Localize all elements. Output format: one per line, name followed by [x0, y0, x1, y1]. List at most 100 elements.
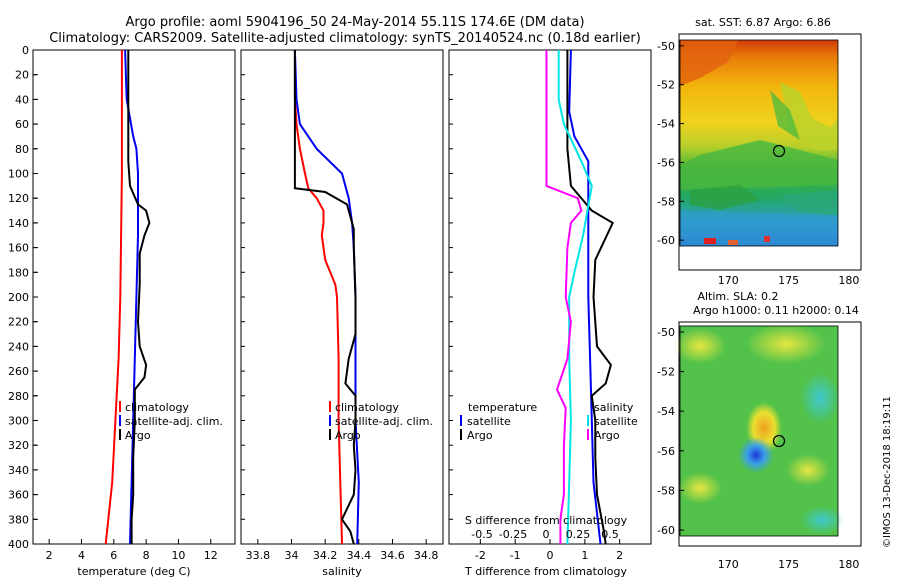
- series-climatology: [104, 50, 123, 545]
- series-s-satellite: [557, 50, 593, 545]
- sla-map-title-line2: Argo h1000: 0.11 h2000: 0.14: [693, 304, 859, 317]
- s-difference-label: S difference from climatology: [465, 514, 628, 527]
- sst-map: sat. SST: 6.87 Argo: 6.86 170 175 180 -50 -5…: [657, 16, 862, 287]
- salinity-plot-frame: [240, 49, 444, 545]
- credit-stamp: ©IMOS 13-Dec-2018 18:19:11: [882, 396, 893, 548]
- depth-tick-label: 40: [15, 93, 29, 106]
- map-lat-tick-label: -56: [657, 156, 675, 169]
- map-lat-tick-label: -50: [657, 326, 675, 339]
- map-lat-tick-label: -52: [657, 366, 675, 379]
- x-tick-label: 12: [204, 549, 218, 562]
- map-lat-tick-label: -52: [657, 79, 675, 92]
- legend-t-satellite-label: satellite: [467, 415, 511, 428]
- t-difference-xlabel: T difference from climatology: [464, 565, 627, 578]
- depth-tick-label: 220: [8, 316, 29, 329]
- sla-field: [674, 324, 844, 537]
- sla-map-title-line1: Altim. SLA: 0.2: [697, 290, 778, 303]
- x-tick-label: 34.4: [347, 549, 372, 562]
- figure-title-line1: Argo profile: aoml 5904196_50 24-May-201…: [125, 15, 584, 30]
- x-tick-label: 0: [547, 549, 554, 562]
- depth-tick-label: 400: [8, 538, 29, 551]
- series-argo: [127, 50, 151, 544]
- temperature-panel: 2 4 6 8 10 12 0 20 40 60 80 100 120 140 160 180 200 220 2…: [8, 44, 236, 578]
- x-tick-label: 1: [581, 549, 588, 562]
- x-tick-label: 2: [616, 549, 623, 562]
- depth-tick-label: 280: [8, 390, 29, 403]
- map-lat-tick-label: -54: [657, 118, 675, 131]
- legend-salinity-heading: salinity: [594, 401, 634, 414]
- salinity-panel: 33.8 34 34.2 34.4 34.6 34.8 salinity climatol…: [240, 49, 444, 578]
- legend-satellite-label: satellite-adj. clim.: [125, 415, 223, 428]
- temperature-legend: climatology satellite-adj. clim. Argo: [119, 401, 223, 442]
- legend-temperature-heading: temperature: [468, 401, 537, 414]
- map-lat-tick-label: -58: [657, 484, 675, 497]
- map-lon-tick-label: 170: [718, 558, 739, 571]
- series-t-argo: [566, 50, 614, 545]
- legend-argo-label: Argo: [125, 429, 151, 442]
- depth-tick-label: 180: [8, 266, 29, 279]
- series-climatology: [293, 50, 343, 545]
- depth-tick-label: 120: [8, 192, 29, 205]
- series-satellite-adj-clim-: [124, 49, 139, 545]
- depth-tick-label: 80: [15, 143, 29, 156]
- depth-tick-label: 200: [8, 291, 29, 304]
- map-lat-tick-label: -60: [657, 524, 675, 537]
- x-tick-label: 6: [110, 549, 117, 562]
- map-lat-tick-label: -58: [657, 195, 675, 208]
- x-tick-label: 10: [171, 549, 185, 562]
- sst-field: [679, 39, 839, 247]
- depth-tick-label: 160: [8, 242, 29, 255]
- x-tick-label: 4: [78, 549, 85, 562]
- depth-tick-label: 360: [8, 489, 29, 502]
- depth-tick-label: 100: [8, 168, 29, 181]
- depth-tick-label: 380: [8, 513, 29, 526]
- x-tick-label: 34: [285, 549, 299, 562]
- legend-s-sat-label: satellite: [594, 415, 638, 428]
- map-lat-tick-label: -60: [657, 234, 675, 247]
- salinity-legend: climatology satellite-adj. clim. Argo: [329, 401, 433, 442]
- salinity-xlabel: salinity: [322, 565, 362, 578]
- map-lon-tick-label: 175: [778, 274, 799, 287]
- figure-title-line2: Climatology: CARS2009. Satellite-adjuste…: [49, 31, 641, 46]
- difference-plot-frame: [448, 49, 652, 545]
- legend-climatology-label: climatology: [125, 401, 189, 414]
- x-tick-label: 8: [143, 549, 150, 562]
- depth-tick-label: 0: [22, 44, 29, 57]
- difference-salinity-legend: salinity satellite Argo: [587, 401, 638, 442]
- difference-panel: -2 -1 0 1 2 -0.5 -0.25 0 0.25 0.5 S difference f…: [448, 49, 652, 578]
- series-s-argo: [545, 50, 583, 544]
- x-tick-label: -1: [510, 549, 521, 562]
- s-diff-tick-label: 0.5: [601, 528, 619, 541]
- map-lat-tick-label: -54: [657, 405, 675, 418]
- s-diff-tick-label: -0.5: [471, 528, 492, 541]
- map-lon-tick-label: 170: [718, 274, 739, 287]
- sst-profile-marker: [772, 144, 786, 158]
- map-lon-tick-label: 175: [778, 558, 799, 571]
- depth-tick-label: 140: [8, 217, 29, 230]
- map-lat-tick-label: -56: [657, 445, 675, 458]
- series-t-satellite: [568, 49, 602, 545]
- map-lon-tick-label: 180: [838, 274, 859, 287]
- sla-map: Altim. SLA: 0.2 Argo h1000: 0.11 h2000: …: [657, 290, 862, 571]
- sst-map-title: sat. SST: 6.87 Argo: 6.86: [695, 16, 831, 29]
- map-lon-tick-label: 180: [838, 558, 859, 571]
- x-tick-label: -2: [475, 549, 486, 562]
- x-tick-label: 2: [46, 549, 53, 562]
- depth-tick-label: 20: [15, 69, 29, 82]
- legend-s-climatology-label: climatology: [335, 401, 399, 414]
- depth-tick-label: 240: [8, 340, 29, 353]
- depth-tick-label: 320: [8, 439, 29, 452]
- depth-tick-label: 340: [8, 464, 29, 477]
- depth-tick-label: 300: [8, 415, 29, 428]
- difference-temperature-legend: temperature satellite Argo: [460, 401, 537, 442]
- depth-tick-label: 60: [15, 118, 29, 131]
- legend-t-argo-label: Argo: [467, 429, 493, 442]
- temperature-xlabel: temperature (deg C): [77, 565, 190, 578]
- map-lat-tick-label: -50: [657, 40, 675, 53]
- legend-s-argo-diff-label: Argo: [594, 429, 620, 442]
- x-tick-label: 34.6: [380, 549, 405, 562]
- s-diff-tick-label: 0.25: [566, 528, 591, 541]
- x-tick-label: 34.8: [414, 549, 439, 562]
- s-diff-tick-label: -0.25: [499, 528, 527, 541]
